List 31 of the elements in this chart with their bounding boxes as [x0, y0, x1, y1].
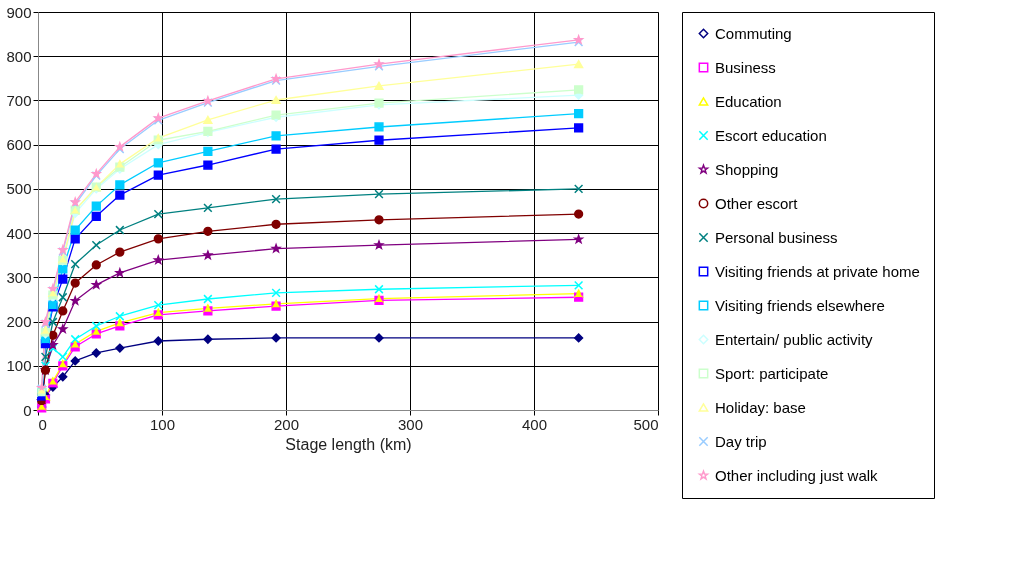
- x-tick-label: 400: [521, 415, 548, 433]
- legend-label: Escort education: [715, 126, 827, 144]
- y-tick-label: 700: [6, 91, 32, 109]
- legend-label: Day trip: [715, 432, 767, 450]
- legend-label: Entertain/ public activity: [715, 330, 874, 348]
- y-tick-label: 800: [6, 47, 32, 65]
- legend-label: Visiting friends elsewhere: [715, 296, 885, 314]
- legend-label: Commuting: [715, 24, 792, 42]
- legend-label: Sport: participate: [715, 364, 829, 382]
- y-tick-label: 200: [6, 313, 32, 331]
- x-axis-title: Stage length (km): [285, 435, 412, 453]
- legend-label: Other escort: [715, 194, 799, 212]
- legend-label: Education: [715, 92, 782, 110]
- x-tick-label: 100: [149, 415, 176, 433]
- x-tick-label: 0: [38, 415, 47, 433]
- y-tick-label: 500: [6, 180, 32, 198]
- y-tick-label: 900: [6, 3, 32, 21]
- x-tick-label: 200: [273, 415, 300, 433]
- y-tick-label: 400: [6, 224, 32, 242]
- y-tick-label: 300: [6, 268, 32, 286]
- legend-label: Personal business: [715, 228, 838, 246]
- y-tick-label: 0: [23, 401, 32, 419]
- y-tick-label: 600: [6, 136, 32, 154]
- legend-label: Holiday: base: [715, 398, 806, 416]
- legend-label: Business: [715, 58, 776, 76]
- x-tick-label: 500: [633, 415, 659, 433]
- legend-label: Other including just walk: [715, 466, 879, 484]
- x-tick-label: 300: [397, 415, 424, 433]
- legend-label: Visiting friends at private home: [715, 262, 920, 280]
- legend-label: Shopping: [715, 160, 779, 178]
- y-tick-label: 100: [6, 357, 32, 375]
